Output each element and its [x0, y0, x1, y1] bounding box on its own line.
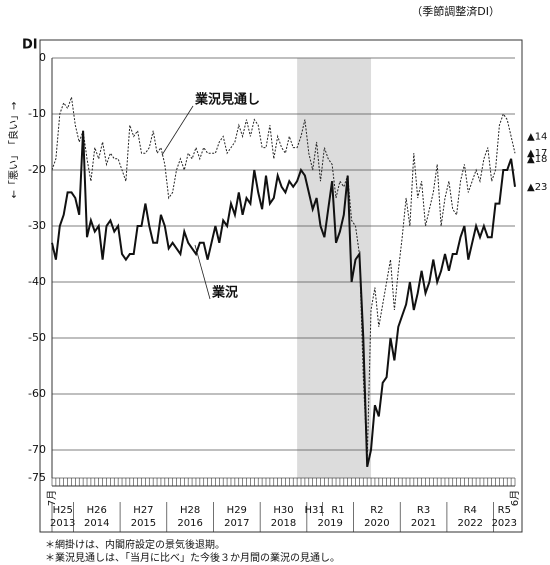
y-tick-label: -20	[28, 163, 46, 176]
era-label: H31	[305, 505, 325, 516]
era-label: H30	[273, 505, 293, 516]
year-label: 2016	[177, 518, 202, 529]
value-label: ▲23	[527, 182, 547, 193]
era-label: H29	[227, 505, 247, 516]
series-label: 業況見通し	[194, 92, 260, 108]
era-label: R4	[464, 505, 477, 516]
year-label: 2019	[317, 518, 342, 529]
note: ＊業況見通しは、「当月に比べ」た今後３か月間の業況の見通し。	[45, 551, 340, 564]
era-label: H28	[180, 505, 200, 516]
year-label: 2023	[492, 518, 517, 529]
value-label: ▲18	[527, 154, 547, 165]
era-label: H27	[133, 505, 153, 516]
y-tick-label: -75	[28, 471, 46, 484]
y-tick-label: -10	[28, 107, 46, 120]
year-label: 2018	[271, 518, 296, 529]
year-label: 2020	[364, 518, 389, 529]
era-label: R3	[417, 505, 430, 516]
year-label: 2017	[224, 518, 249, 529]
y-tick-label: -40	[28, 275, 46, 288]
y-unit: DI	[22, 38, 38, 53]
series-line	[51, 130, 516, 468]
y-tick-label: -60	[28, 387, 46, 400]
x-tick-label: 6月	[509, 490, 521, 506]
year-label: 2013	[50, 518, 75, 529]
recession-shade	[297, 58, 372, 478]
era-label: H25	[53, 505, 73, 516]
y-tick-label: -50	[28, 331, 46, 344]
era-label: R5	[498, 505, 511, 516]
label-leader	[194, 244, 211, 300]
era-label: H26	[87, 505, 107, 516]
series-label: 業況	[211, 285, 238, 301]
era-label: R1	[331, 505, 344, 516]
series-line	[51, 97, 516, 462]
note: ＊網掛けは、内閣府設定の景気後退期。	[45, 538, 225, 551]
y-tick-label: 0	[39, 51, 46, 64]
year-label: 2014	[84, 518, 109, 529]
chart-subtitle: （季節調整済DI）	[411, 4, 500, 18]
year-label: 2022	[458, 518, 483, 529]
value-label: ▲14	[527, 131, 547, 142]
y-tick-label: -30	[28, 219, 46, 232]
label-leader	[161, 105, 194, 156]
year-label: 2021	[411, 518, 436, 529]
value-label: ▲17	[527, 148, 547, 159]
x-tick-label: 7月	[46, 490, 58, 506]
y-axis-label: ←「悪い」 「良い」→	[7, 102, 20, 199]
year-label: 2015	[131, 518, 156, 529]
y-tick-label: -70	[28, 443, 46, 456]
era-label: R2	[370, 505, 383, 516]
